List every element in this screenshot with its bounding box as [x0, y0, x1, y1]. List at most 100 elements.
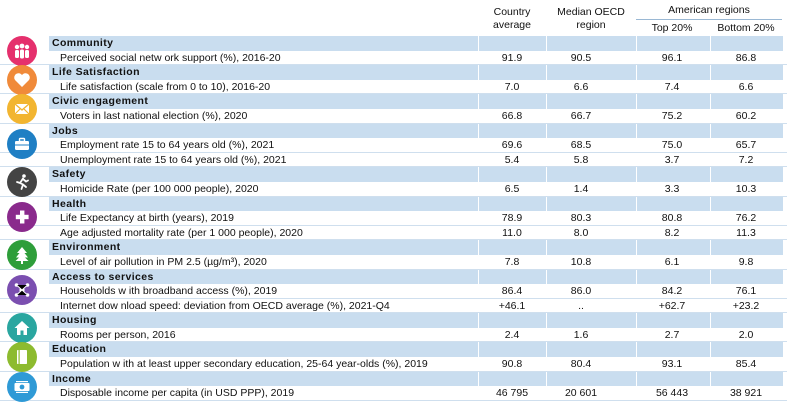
column-separator: [710, 313, 711, 328]
bottom-20-value: 9.8: [738, 255, 754, 268]
section-life-satisfaction: Life Satisfaction Life satisfaction (scal…: [0, 65, 787, 96]
country-average-value: 86.4: [501, 285, 523, 298]
column-separator: [710, 371, 711, 387]
median-oecd-value: 80.4: [570, 358, 592, 371]
country-average-value: 46 795: [495, 387, 529, 400]
section-jobs: Jobs Employment rate 15 to 64 years old (…: [0, 123, 787, 168]
category-title: Environment: [52, 241, 121, 254]
table-row: Voters in last national election (%), 20…: [0, 109, 787, 124]
category-title: Housing: [52, 314, 97, 327]
column-separator: [546, 94, 547, 109]
column-separator: [710, 342, 711, 358]
header-country-average: Country average: [493, 6, 531, 31]
indicator-label: Internet dow nload speed: deviation from…: [60, 299, 390, 312]
column-separator: [636, 36, 637, 51]
column-separator: [636, 269, 637, 285]
column-separator: [546, 313, 547, 328]
category-title: Access to services: [52, 270, 154, 283]
header-median-oecd: Median OECD region: [557, 6, 625, 31]
column-separator: [710, 269, 711, 285]
category-row: Environment: [0, 240, 787, 255]
top-20-value: 75.2: [661, 109, 683, 122]
country-average-value: 91.9: [501, 51, 523, 64]
top-20-value: 96.1: [661, 51, 683, 64]
country-average-value: 66.8: [501, 109, 523, 122]
indicator-label: Disposable income per capita (in USD PPP…: [60, 387, 295, 400]
cross-icon: [7, 202, 37, 233]
bottom-20-value: 86.8: [735, 51, 757, 64]
median-oecd-value: 66.7: [570, 109, 592, 122]
tree-icon: [7, 240, 37, 271]
column-separator: [636, 65, 637, 80]
network-icon: [7, 275, 37, 306]
column-separator: [478, 167, 479, 182]
bottom-20-value: 38 921: [729, 387, 763, 400]
table-row: Households w ith broadband access (%), 2…: [0, 284, 787, 299]
header-top-20: Top 20%: [651, 22, 693, 34]
category-row: Health: [0, 196, 787, 212]
column-separator: [546, 167, 547, 182]
category-row: Access to services: [0, 269, 787, 285]
median-oecd-value: ..: [578, 299, 584, 312]
header-american-regions: American regions: [636, 4, 782, 20]
book-icon: [7, 342, 37, 373]
median-oecd-value: 5.8: [573, 153, 589, 166]
bottom-20-value: 60.2: [735, 109, 757, 122]
column-separator: [478, 240, 479, 255]
category-title: Life Satisfaction: [52, 66, 140, 79]
column-separator: [710, 94, 711, 109]
column-separator: [710, 167, 711, 182]
top-20-value: 2.7: [664, 328, 680, 341]
bottom-20-value: 76.2: [735, 212, 757, 225]
category-title: Safety: [52, 168, 86, 181]
table-row: Age adjusted mortality rate (per 1 000 p…: [0, 226, 787, 241]
header-bottom-20: Bottom 20%: [717, 22, 775, 34]
category-title: Education: [52, 343, 107, 356]
table-row: Employment rate 15 to 64 years old (%), …: [0, 138, 787, 153]
median-oecd-value: 10.8: [570, 255, 592, 268]
top-20-value: 3.7: [664, 153, 680, 166]
top-20-value: 3.3: [664, 182, 680, 195]
column-separator: [478, 36, 479, 51]
column-separator: [546, 269, 547, 285]
top-20-value: 8.2: [664, 226, 680, 239]
column-separator: [710, 65, 711, 80]
column-separator: [478, 313, 479, 328]
category-row: Jobs: [0, 123, 787, 139]
category-title: Health: [52, 197, 87, 210]
top-20-value: 93.1: [661, 358, 683, 371]
table-row: Life satisfaction (scale from 0 to 10), …: [0, 80, 787, 95]
median-oecd-value: 1.4: [573, 182, 589, 195]
section-community: Community Perceived social netw ork suppo…: [0, 36, 787, 66]
bottom-20-value: 10.3: [735, 182, 757, 195]
country-average-value: 7.0: [504, 80, 520, 93]
table-row: Internet dow nload speed: deviation from…: [0, 299, 787, 314]
indicator-label: Homicide Rate (per 100 000 people), 2020: [60, 182, 259, 195]
bottom-20-value: 6.6: [738, 80, 754, 93]
column-separator: [636, 167, 637, 182]
table-row: Level of air pollution in PM 2.5 (µg/m³)…: [0, 255, 787, 270]
column-separator: [636, 371, 637, 387]
column-separator: [546, 240, 547, 255]
table-header: Country average Median OECD region Ameri…: [0, 0, 787, 38]
country-average-value: 5.4: [504, 153, 520, 166]
median-oecd-value: 68.5: [570, 139, 592, 152]
column-separator: [478, 269, 479, 285]
column-separator: [710, 123, 711, 139]
category-row: Safety: [0, 167, 787, 182]
indicator-label: Rooms per person, 2016: [60, 328, 176, 341]
bottom-20-value: 7.2: [738, 153, 754, 166]
median-oecd-value: 80.3: [570, 212, 592, 225]
section-access-to-services: Access to services Households w ith broad…: [0, 269, 787, 314]
country-average-value: 2.4: [504, 328, 520, 341]
running-person-icon: [7, 167, 37, 198]
category-title: Civic engagement: [52, 95, 149, 108]
top-20-value: +62.7: [658, 299, 686, 312]
category-row: Housing: [0, 313, 787, 328]
indicator-label: Households w ith broadband access (%), 2…: [60, 285, 278, 298]
section-safety: Safety Homicide Rate (per 100 000 people)…: [0, 167, 787, 198]
column-separator: [636, 123, 637, 139]
column-separator: [546, 196, 547, 212]
table-row: Homicide Rate (per 100 000 people), 2020…: [0, 182, 787, 197]
indicator-label: Age adjusted mortality rate (per 1 000 p…: [60, 226, 303, 239]
